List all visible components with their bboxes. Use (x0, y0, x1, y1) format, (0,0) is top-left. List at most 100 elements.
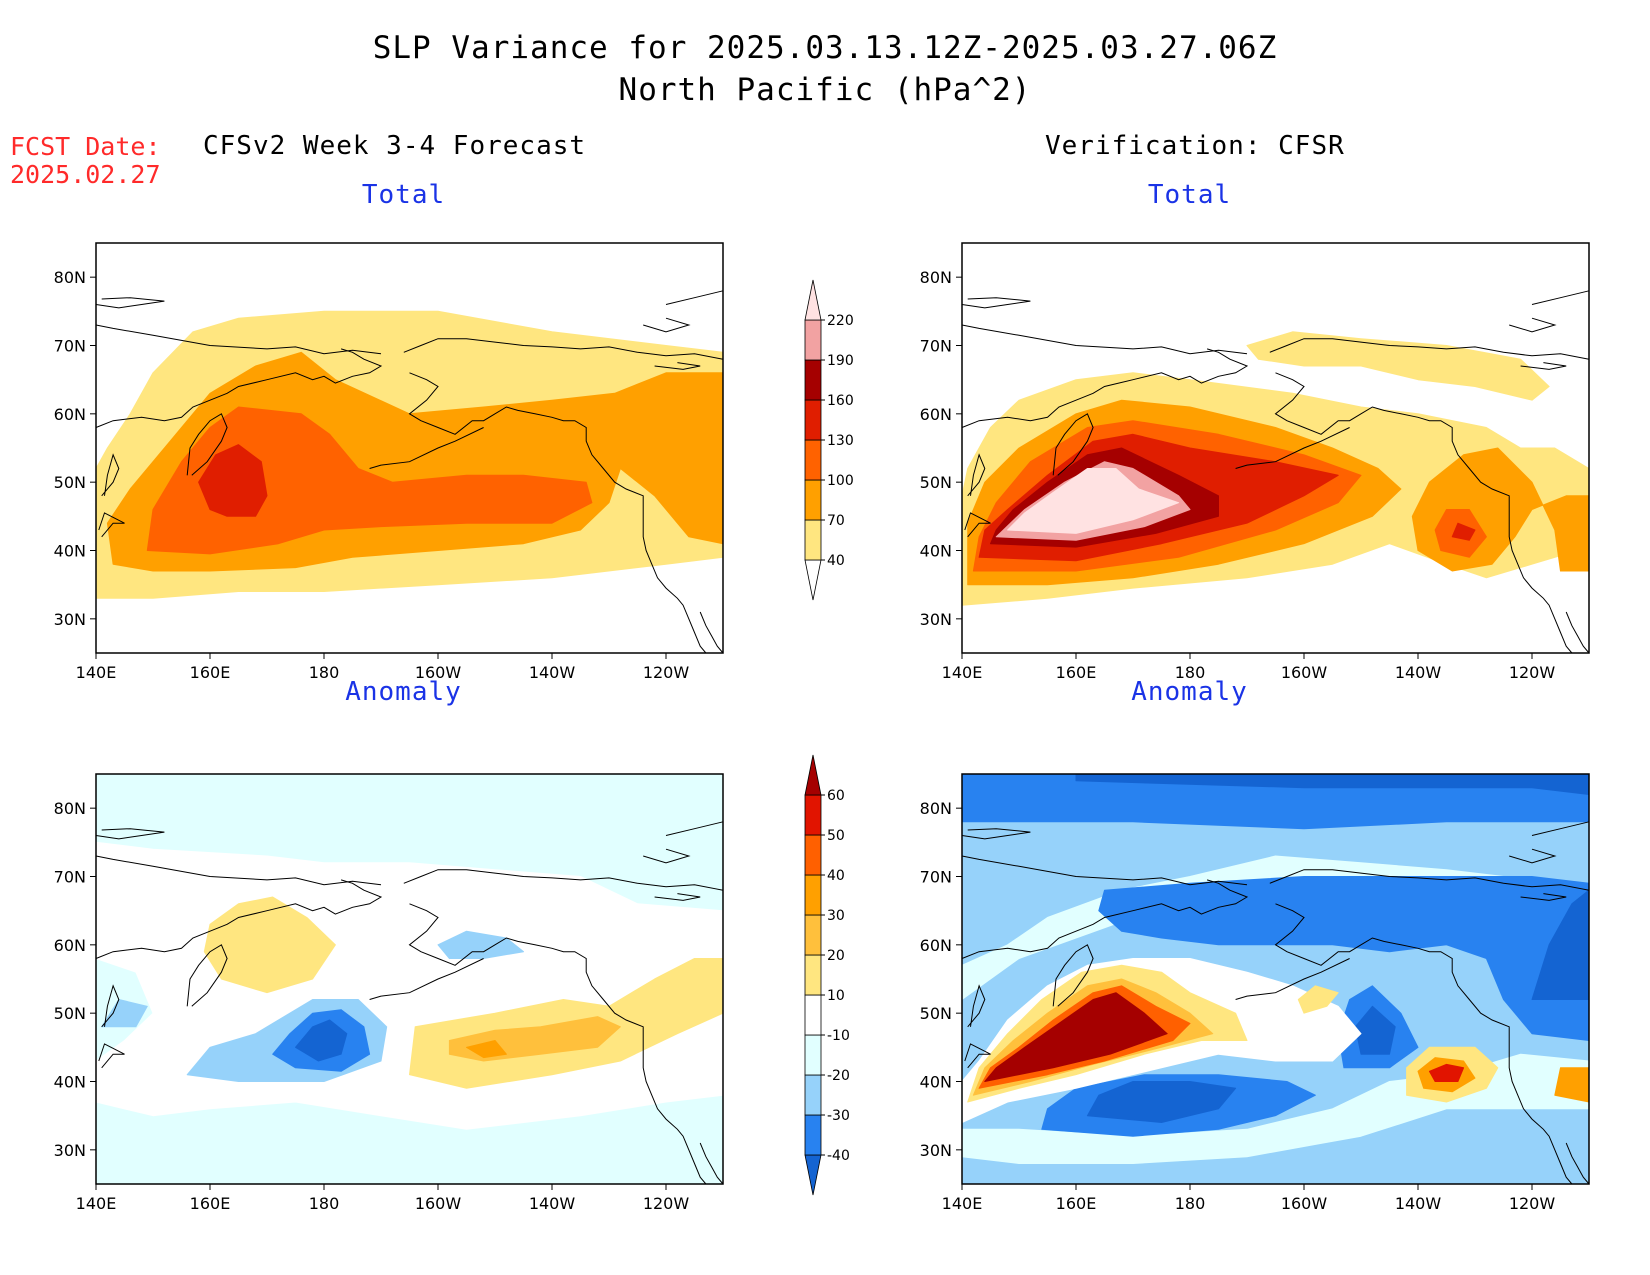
coastline (369, 958, 484, 1000)
coastline (961, 348, 1249, 428)
panel-title-obs-anomaly: Anomaly (1131, 677, 1248, 707)
coastline (964, 512, 991, 538)
lon-tick-label: 180 (1175, 1194, 1206, 1213)
lon-tick-label: 140E (942, 1194, 983, 1213)
coastline (95, 348, 383, 428)
colorbar-swatch (804, 794, 822, 836)
colorbar-swatch (804, 559, 822, 601)
lat-tick-label: 80N (54, 268, 86, 287)
colorbar-label: -10 (827, 1028, 850, 1044)
map-panel-fcst-anomaly: 140E 160E 180 160W 140W 120W 80N 70N 60N 50N 40N 30… (54, 773, 724, 1213)
contour-region (984, 992, 1168, 1082)
lon-tick-label: 160W (415, 1194, 462, 1213)
map-panel-fcst-total: 140E 160E 180 160W 140W 120W 80N 70N 60N 50N 40N 30… (54, 242, 724, 682)
contour-region (101, 999, 148, 1028)
coastline (967, 453, 986, 497)
coastline (964, 1043, 991, 1069)
colorbar-label: -30 (827, 1108, 850, 1124)
lon-tick-label: 120W (1509, 663, 1556, 682)
coastline (403, 869, 724, 891)
coastline (1052, 944, 1094, 1007)
contour-region (198, 444, 268, 517)
colorbar-label: 220 (827, 313, 854, 329)
contour-fills (95, 773, 724, 1185)
lat-tick-label: 50N (920, 1004, 952, 1023)
coastline (95, 879, 383, 959)
lat-tick-label: 60N (54, 405, 86, 424)
map-frame (961, 242, 1590, 654)
coastline (403, 338, 724, 360)
lon-tick-label: 140W (529, 1194, 576, 1213)
colorbar-label: 190 (827, 353, 854, 369)
coastline (665, 821, 724, 836)
colorbar-label: 70 (827, 513, 845, 529)
coastline (961, 828, 1031, 840)
lat-tick-label: 40N (920, 1073, 952, 1092)
colorbar-swatch (804, 1154, 822, 1196)
colorbar-swatch (804, 519, 822, 561)
panel-title-obs-total: Total (1147, 180, 1232, 210)
contour-fills (961, 773, 1590, 1185)
lat-tick-label: 60N (920, 936, 952, 955)
map-fcst-anomaly: 140E 160E 180 160W 140W 120W 80N 70N 60N 50N 40N 30… (54, 773, 724, 1213)
contour-region (1297, 985, 1339, 1014)
colorbar-swatch (804, 834, 822, 876)
lon-tick-label: 120W (1509, 1194, 1556, 1213)
colorbar-swatch (804, 1074, 822, 1116)
colorbar-anomaly: -40 -30 -20 -10 10 20 30 40 50 60 (790, 754, 860, 1219)
lon-tick-label: 160E (1056, 663, 1097, 682)
coastline (369, 427, 484, 469)
coastline (1520, 362, 1567, 370)
lon-tick-label: 120W (643, 663, 690, 682)
contour-region (437, 930, 524, 959)
colorbar-swatch (804, 319, 822, 361)
coastline (961, 879, 1249, 959)
panel-title-fcst-total: Total (361, 180, 446, 210)
contour-region (1246, 331, 1550, 401)
lon-tick-label: 140W (529, 663, 576, 682)
lon-tick-label: 160E (190, 1194, 231, 1213)
colorbar-label: 130 (827, 433, 854, 449)
colorbar-label: -20 (827, 1068, 850, 1084)
lat-tick-label: 40N (920, 542, 952, 561)
colorbar-label: 30 (827, 908, 845, 924)
contour-region (1531, 889, 1590, 1000)
fcst-date-label: FCST Date: (10, 132, 161, 161)
coastline (408, 372, 707, 654)
map-obs-anomaly: 140E 160E 180 160W 140W 120W 80N 70N 60N 50N 40N 30… (920, 773, 1590, 1213)
map-panel-obs-total: 140E 160E 180 160W 140W 120W 80N 70N 60N 50N 40N 30… (920, 242, 1590, 682)
coastline (1509, 848, 1557, 864)
lat-tick-label: 30N (54, 1141, 86, 1160)
lat-tick-label: 70N (920, 868, 952, 887)
colorbar-swatch (804, 399, 822, 441)
lon-tick-label: 180 (1175, 663, 1206, 682)
coastline (186, 944, 228, 1007)
map-frame (961, 773, 1590, 1185)
left-column-title: CFSv2 Week 3-4 Forecast (203, 131, 587, 161)
coastlines (95, 290, 724, 654)
coastline (101, 984, 120, 1028)
colorbar-label: 160 (827, 393, 854, 409)
lat-tick-label: 30N (920, 1141, 952, 1160)
lat-tick-label: 70N (920, 337, 952, 356)
coastline (1269, 338, 1590, 360)
colorbar-label: 60 (827, 788, 845, 804)
colorbar-swatch (804, 479, 822, 521)
colorbar-label: 100 (827, 473, 854, 489)
lat-tick-label: 80N (920, 799, 952, 818)
coastline (1531, 821, 1590, 836)
colorbar-swatch (804, 1114, 822, 1156)
lon-tick-label: 160E (190, 663, 231, 682)
coastline (1274, 372, 1573, 654)
lat-tick-label: 50N (54, 1004, 86, 1023)
contour-fills (961, 331, 1590, 606)
coastlines (961, 821, 1590, 1185)
lon-tick-label: 140E (76, 663, 117, 682)
lat-tick-label: 50N (920, 473, 952, 492)
coastline (654, 362, 701, 370)
coastline (98, 1043, 125, 1069)
coastline (95, 855, 382, 886)
map-panel-obs-anomaly: 140E 160E 180 160W 140W 120W 80N 70N 60N 50N 40N 30… (920, 773, 1590, 1213)
main-subtitle: North Pacific (hPa^2) (618, 72, 1032, 108)
coastline (961, 297, 1031, 309)
